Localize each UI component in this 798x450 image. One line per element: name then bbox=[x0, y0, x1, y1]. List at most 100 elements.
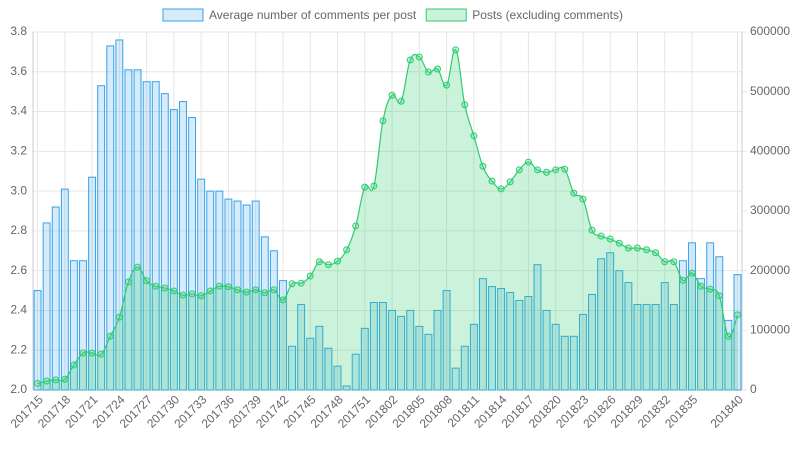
bar bbox=[97, 85, 106, 391]
point bbox=[597, 232, 605, 240]
legend-swatch bbox=[425, 8, 467, 22]
bar bbox=[151, 81, 160, 391]
bar bbox=[651, 303, 660, 391]
point bbox=[79, 349, 87, 357]
point bbox=[497, 185, 505, 193]
point bbox=[352, 222, 360, 230]
point bbox=[361, 183, 369, 191]
point bbox=[670, 258, 678, 266]
bar bbox=[51, 206, 60, 391]
point bbox=[552, 166, 560, 174]
point bbox=[397, 97, 405, 105]
line bbox=[37, 49, 739, 385]
bar bbox=[60, 188, 69, 391]
bar bbox=[142, 81, 151, 391]
point bbox=[588, 226, 596, 234]
point bbox=[43, 377, 51, 385]
point bbox=[306, 272, 314, 280]
y-tick-label: 2.6 bbox=[10, 263, 27, 277]
y-tick-label: 2.2 bbox=[10, 342, 27, 356]
point bbox=[533, 166, 541, 174]
point bbox=[234, 286, 242, 294]
y2-tick-label: 600000 bbox=[750, 24, 790, 38]
bar bbox=[379, 301, 387, 391]
point bbox=[543, 168, 551, 176]
point bbox=[343, 246, 351, 254]
point bbox=[106, 332, 114, 340]
bar bbox=[542, 309, 551, 391]
bar bbox=[669, 303, 678, 391]
bar bbox=[360, 327, 369, 391]
bar bbox=[415, 325, 424, 391]
bar bbox=[351, 353, 360, 391]
bar bbox=[578, 313, 587, 391]
bar bbox=[624, 282, 633, 391]
bar bbox=[88, 176, 97, 391]
point bbox=[606, 235, 614, 243]
point bbox=[97, 350, 105, 358]
bar bbox=[79, 260, 87, 391]
point bbox=[143, 277, 151, 285]
bar bbox=[469, 323, 478, 391]
bar bbox=[169, 109, 178, 391]
bar bbox=[160, 93, 169, 391]
bar bbox=[706, 242, 715, 391]
point bbox=[406, 56, 414, 64]
point bbox=[379, 117, 387, 125]
bar bbox=[197, 178, 206, 391]
point bbox=[579, 195, 587, 203]
legend-label: Posts (excluding comments) bbox=[472, 8, 623, 22]
bar bbox=[260, 236, 269, 391]
bar bbox=[433, 309, 442, 391]
bar bbox=[342, 385, 351, 391]
point bbox=[433, 65, 441, 73]
point bbox=[643, 246, 651, 254]
point bbox=[370, 182, 378, 190]
point bbox=[679, 276, 687, 284]
bar bbox=[224, 198, 233, 391]
point bbox=[115, 313, 123, 321]
point bbox=[243, 288, 251, 296]
point bbox=[733, 311, 741, 319]
bar bbox=[615, 270, 624, 391]
legend-label: Average number of comments per post bbox=[209, 8, 417, 22]
y-tick-label: 3.2 bbox=[10, 144, 27, 158]
bar bbox=[42, 222, 51, 391]
point bbox=[61, 375, 69, 383]
bar bbox=[606, 252, 615, 391]
bar bbox=[569, 335, 578, 391]
point bbox=[706, 285, 714, 293]
bar bbox=[660, 282, 669, 391]
bar bbox=[133, 69, 142, 391]
point bbox=[215, 282, 223, 290]
point bbox=[615, 239, 623, 247]
point bbox=[188, 290, 196, 298]
bar bbox=[551, 323, 560, 391]
bar bbox=[597, 258, 606, 391]
point bbox=[388, 91, 396, 99]
bar bbox=[478, 278, 487, 391]
bar bbox=[460, 345, 469, 391]
y-tick-label: 2.4 bbox=[10, 303, 27, 317]
bar bbox=[678, 260, 687, 391]
bar bbox=[115, 39, 124, 391]
point bbox=[161, 284, 169, 292]
point bbox=[688, 269, 696, 277]
y-tick-label: 3.8 bbox=[10, 24, 27, 38]
bar bbox=[179, 101, 187, 391]
legend-swatch bbox=[162, 8, 204, 22]
bar bbox=[406, 309, 415, 391]
point bbox=[224, 283, 232, 291]
point bbox=[88, 349, 96, 357]
point bbox=[179, 291, 187, 299]
point bbox=[461, 101, 469, 109]
y2-tick-label: 0 bbox=[750, 382, 757, 396]
point bbox=[34, 379, 42, 387]
point bbox=[633, 244, 641, 252]
bar bbox=[124, 69, 133, 391]
bar bbox=[297, 303, 306, 391]
y-tick-label: 3.6 bbox=[10, 64, 27, 78]
point bbox=[506, 178, 514, 186]
bar bbox=[715, 256, 724, 391]
